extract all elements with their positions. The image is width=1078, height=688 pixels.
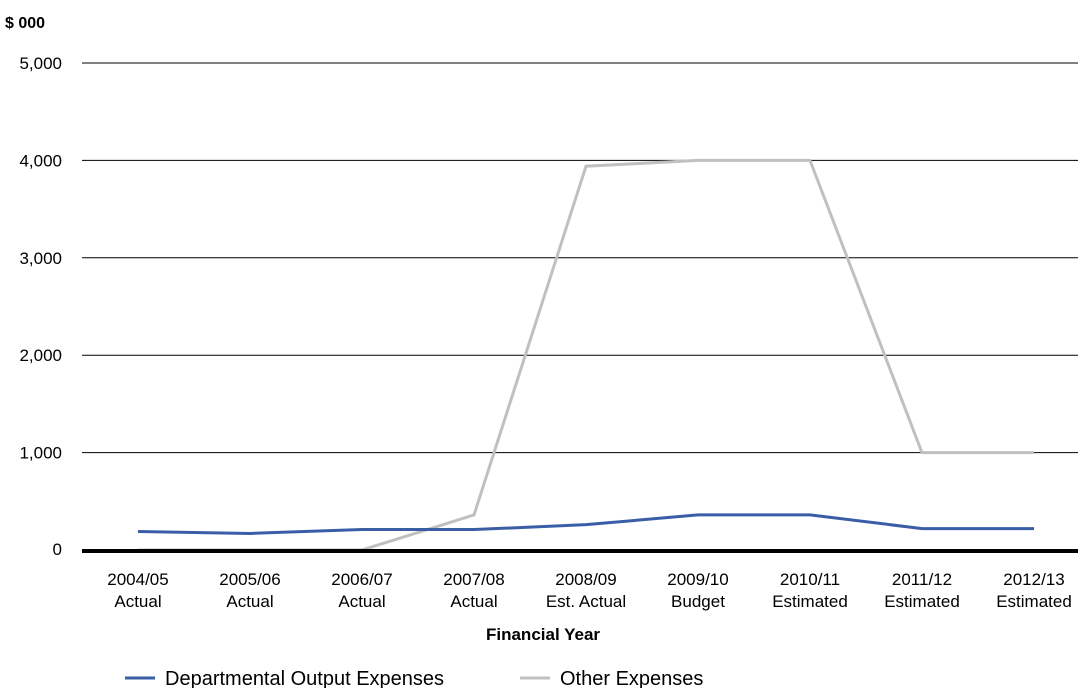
series-line-departmental-output-expenses <box>137 513 1034 535</box>
y-tick-label: 0 <box>53 540 62 559</box>
y-tick-label: 1,000 <box>19 444 62 463</box>
x-tick-label: 2009/10 <box>667 570 728 589</box>
x-tick-label: Estimated <box>772 592 848 611</box>
gridlines <box>82 62 1078 454</box>
legend-label: Other Expenses <box>560 668 703 688</box>
x-tick-label: 2007/08 <box>443 570 504 589</box>
x-tick-label: 2004/05 <box>107 570 168 589</box>
x-tick-label: 2006/07 <box>331 570 392 589</box>
legend-label: Departmental Output Expenses <box>165 668 444 688</box>
y-tick-label: 3,000 <box>19 249 62 268</box>
x-axis-title: Financial Year <box>486 625 600 644</box>
y-tick-label: 5,000 <box>19 54 62 73</box>
legend: Departmental Output Expenses Other Expens… <box>125 668 703 688</box>
x-tick-label: 2011/12 <box>892 570 952 589</box>
y-tick-labels: 0 1,000 2,000 3,000 4,000 5,000 <box>19 54 62 559</box>
x-tick-label: Est. Actual <box>546 592 626 611</box>
y-tick-label: 4,000 <box>19 151 62 170</box>
x-tick-label: Estimated <box>884 592 960 611</box>
y-unit-label: $ 000 <box>5 15 45 32</box>
x-tick-label: Estimated <box>996 592 1072 611</box>
x-tick-labels: 2004/05 Actual 2005/06 Actual 2006/07 Actual 2… <box>107 570 1072 611</box>
x-tick-label: Actual <box>450 592 497 611</box>
x-tick-label: 2010/11 <box>780 570 840 589</box>
x-tick-label: Actual <box>114 592 161 611</box>
y-tick-label: 2,000 <box>19 346 62 365</box>
x-tick-label: Budget <box>671 592 725 611</box>
x-tick-label: Actual <box>226 592 273 611</box>
x-tick-label: Actual <box>338 592 385 611</box>
x-tick-label: 2008/09 <box>555 570 616 589</box>
x-tick-label: 2012/13 <box>1003 570 1064 589</box>
x-tick-label: 2005/06 <box>219 570 280 589</box>
